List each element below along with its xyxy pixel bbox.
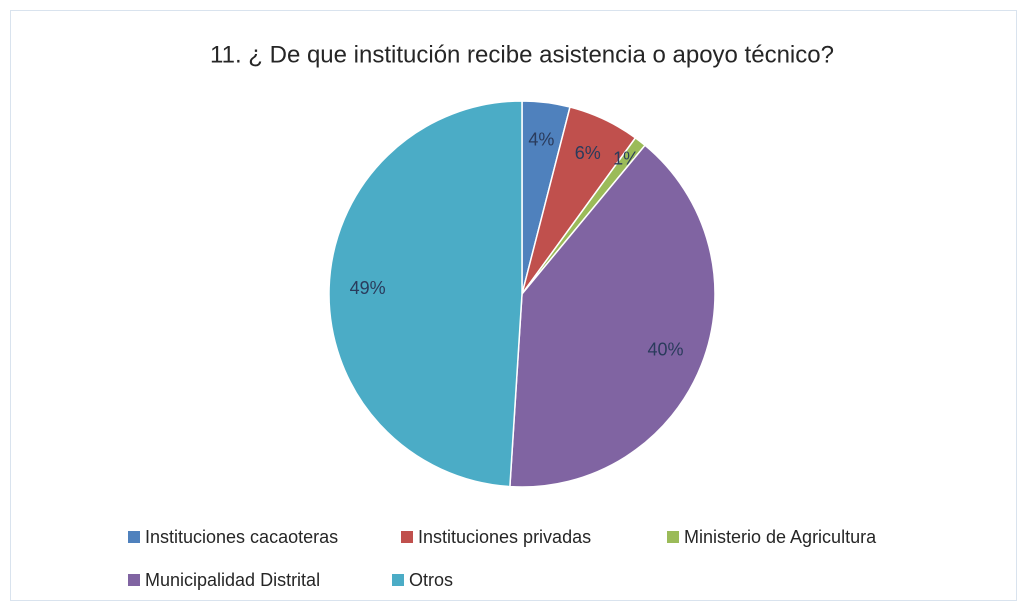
legend-label: Ministerio de Agricultura <box>684 527 877 547</box>
data-label: 49% <box>350 278 386 298</box>
legend-label: Otros <box>409 570 453 590</box>
legend-swatch <box>667 531 679 543</box>
legend-swatch <box>392 574 404 586</box>
legend-swatch <box>128 574 140 586</box>
legend-label: Instituciones privadas <box>418 527 591 547</box>
chart-title: 11. ¿ De que institución recibe asistenc… <box>210 41 834 68</box>
legend-swatch <box>128 531 140 543</box>
data-label: 6% <box>575 143 601 163</box>
data-label: 40% <box>648 340 684 360</box>
data-label: 4% <box>528 130 554 150</box>
legend-swatch <box>401 531 413 543</box>
legend-label: Municipalidad Distrital <box>145 570 320 590</box>
legend-label: Instituciones cacaoteras <box>145 527 338 547</box>
pie-slice <box>509 144 716 488</box>
pie-slice <box>328 100 523 488</box>
